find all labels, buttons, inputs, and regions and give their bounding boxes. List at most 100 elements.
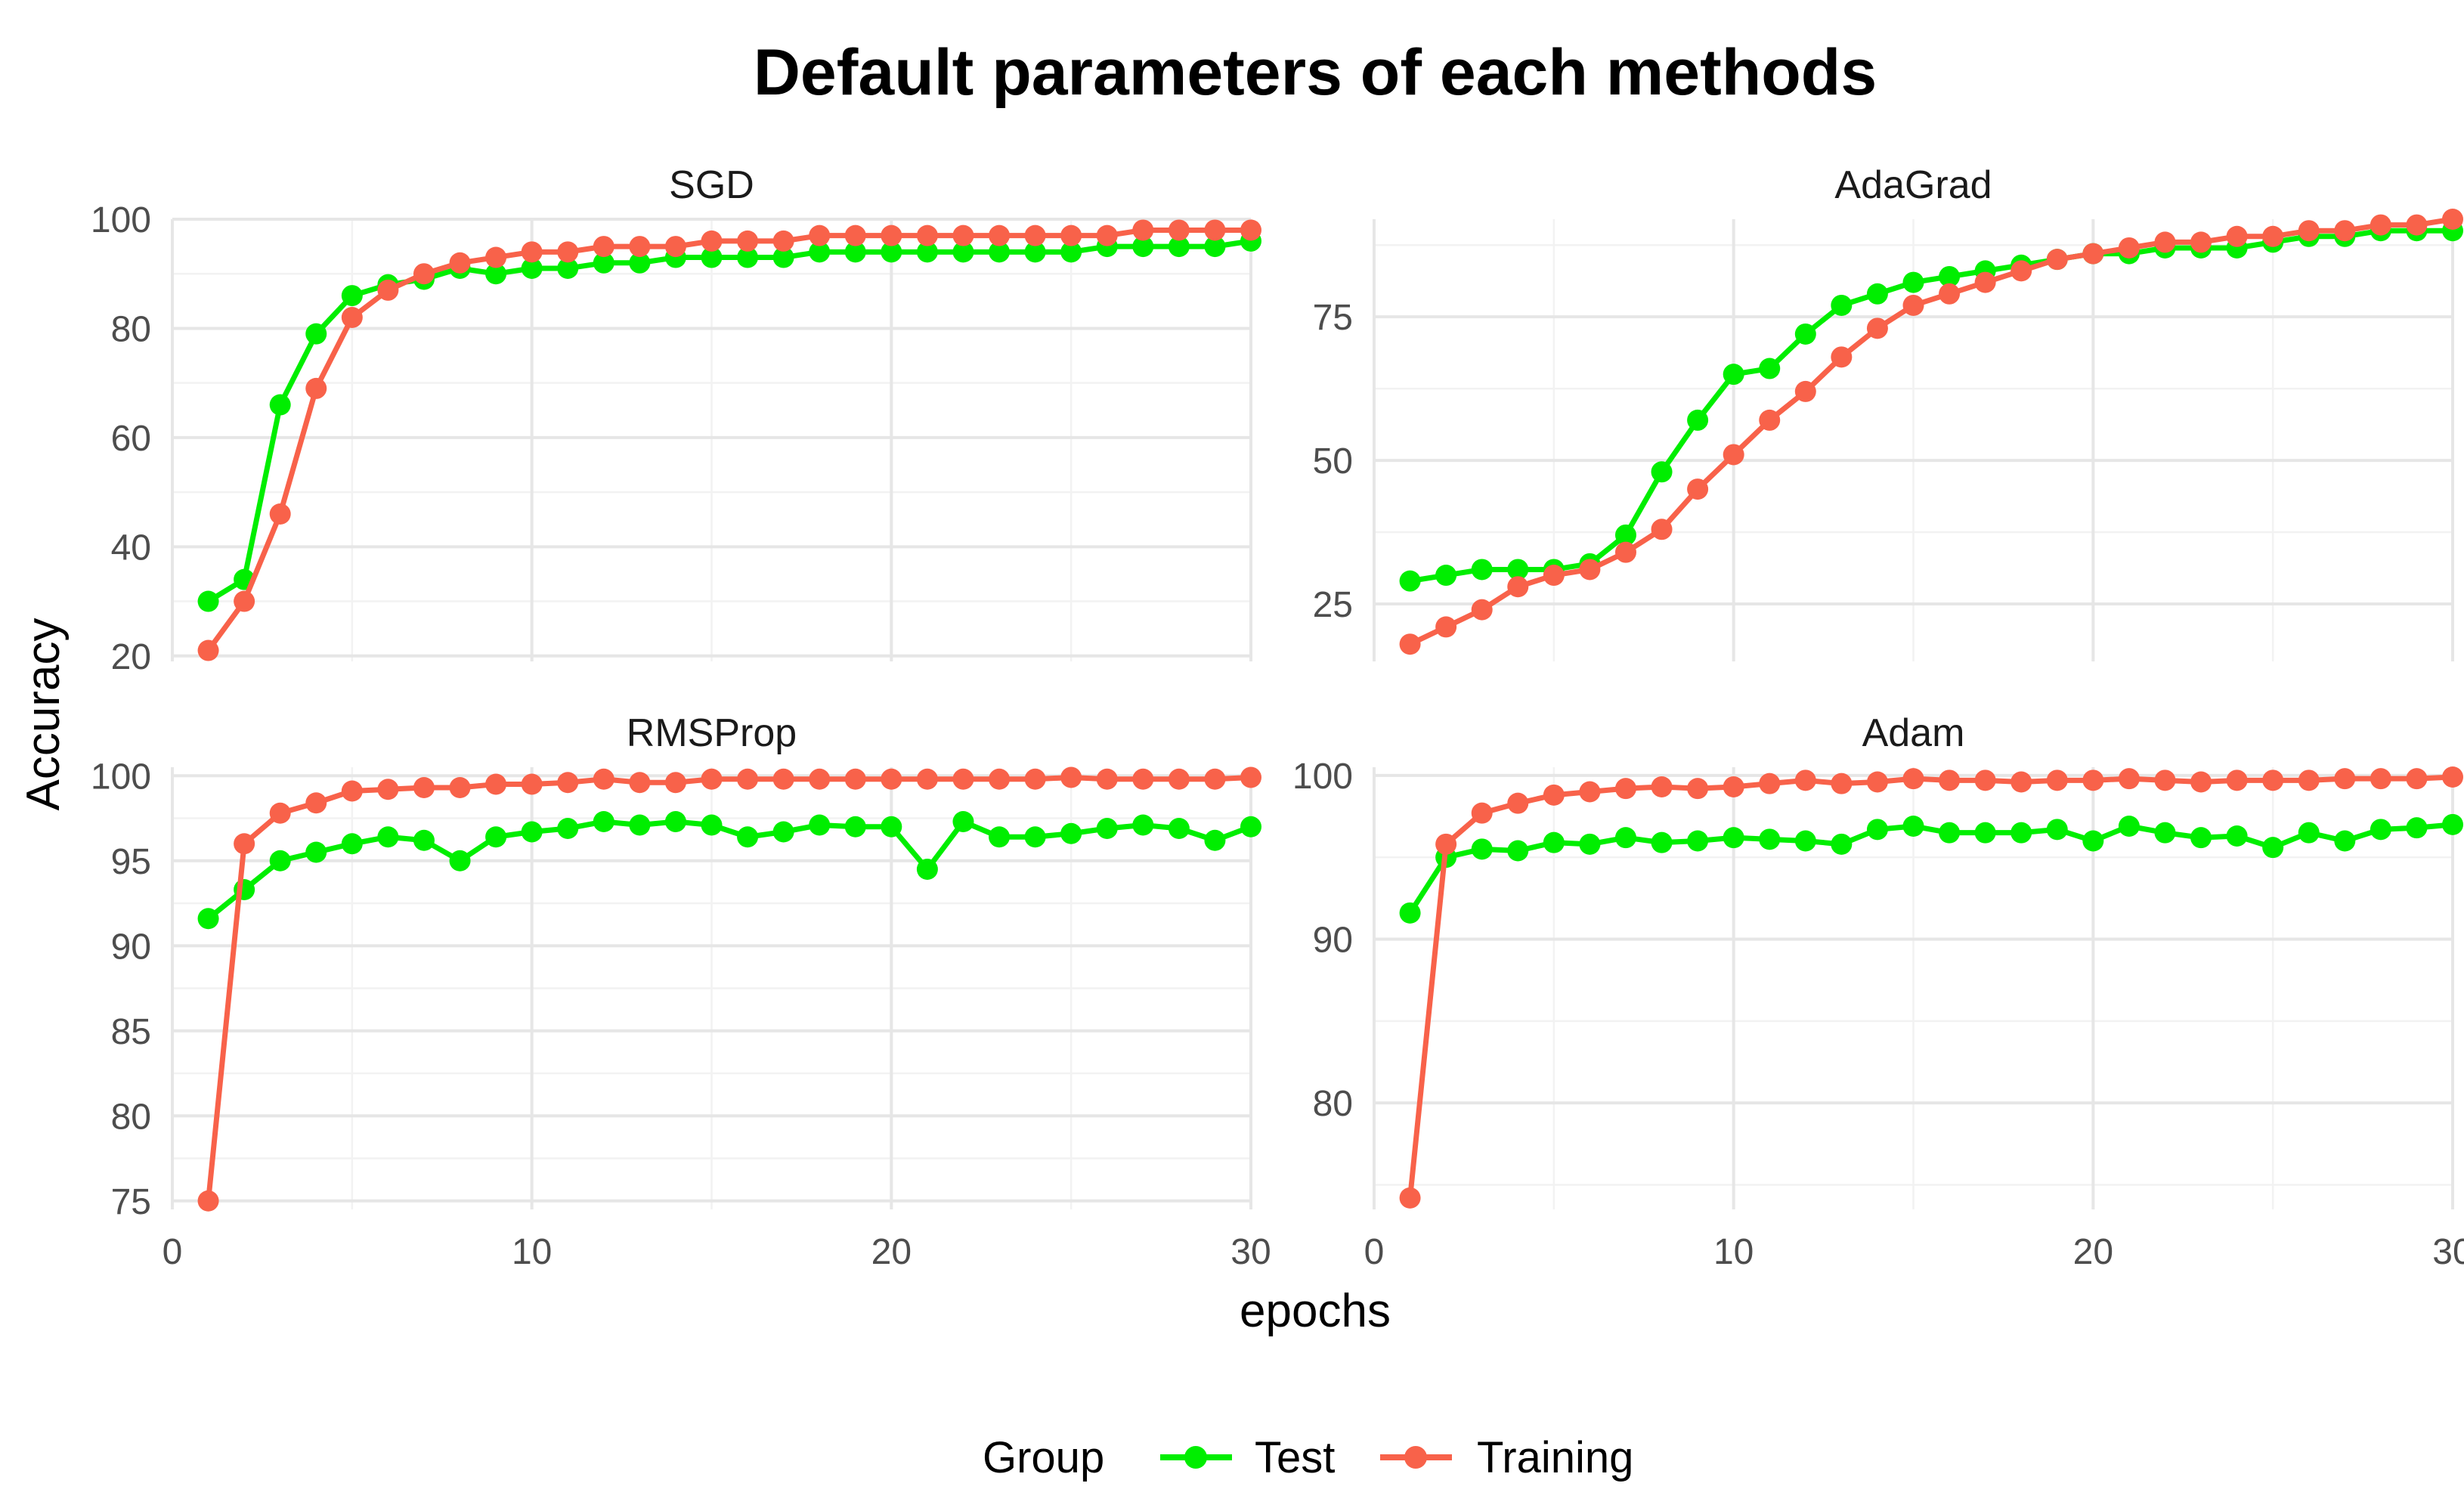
data-point-adagrad-test — [1866, 283, 1888, 305]
y-tick-label: 40 — [111, 528, 151, 568]
data-point-rmsprop-test — [377, 826, 399, 848]
y-tick-label: 20 — [111, 637, 151, 677]
data-point-rmsprop-test — [305, 841, 327, 863]
data-point-rmsprop-test — [952, 811, 974, 832]
data-point-rmsprop-test — [701, 814, 723, 836]
data-point-rmsprop-test — [269, 850, 291, 872]
data-point-sgd-training — [701, 230, 723, 252]
data-point-adagrad-test — [1687, 409, 1709, 431]
data-point-sgd-training — [1096, 224, 1118, 246]
data-point-adam-test — [2226, 825, 2248, 847]
data-point-rmsprop-training — [989, 768, 1011, 790]
data-point-adagrad-test — [1507, 559, 1529, 581]
data-point-sgd-training — [664, 236, 686, 258]
x-tick-label: 10 — [1713, 1232, 1754, 1272]
data-point-rmsprop-test — [1240, 816, 1261, 838]
data-point-sgd-test — [809, 241, 831, 263]
data-point-adagrad-training — [2334, 220, 2356, 242]
data-point-adagrad-training — [1794, 380, 1816, 402]
data-point-adam-test — [1471, 838, 1493, 860]
data-point-sgd-training — [772, 230, 794, 252]
data-point-rmsprop-test — [881, 816, 902, 838]
data-point-sgd-training — [413, 263, 435, 285]
data-point-rmsprop-training — [701, 768, 723, 790]
data-point-rmsprop-training — [197, 1190, 219, 1212]
data-point-adam-training — [2298, 769, 2320, 791]
data-point-adagrad-training — [1543, 565, 1565, 587]
data-point-rmsprop-training — [772, 768, 794, 790]
data-point-adagrad-training — [2046, 249, 2068, 271]
data-point-adam-test — [2406, 817, 2428, 839]
data-point-rmsprop-training — [485, 773, 507, 795]
y-tick-label: 100 — [91, 757, 151, 797]
series-line-adagrad-test — [1410, 228, 2453, 584]
data-point-adam-training — [1507, 792, 1529, 814]
data-point-sgd-test — [1060, 241, 1082, 263]
data-point-adam-test — [2154, 822, 2176, 844]
data-point-rmsprop-test — [809, 814, 831, 836]
data-point-sgd-test — [1024, 241, 1046, 263]
data-point-sgd-test — [1132, 236, 1154, 258]
data-point-adam-test — [2118, 816, 2140, 837]
data-point-adam-training — [2442, 766, 2463, 788]
data-point-adam-training — [1471, 802, 1493, 824]
data-point-rmsprop-test — [1024, 826, 1046, 848]
data-point-rmsprop-training — [413, 777, 435, 798]
panel-rmsprop: RMSProp 75 80 85 90 95 100 0 10 20 30 — [91, 711, 1271, 1272]
data-point-adagrad-test — [1614, 524, 1636, 546]
data-point-adam-training — [1399, 1187, 1421, 1209]
data-point-rmsprop-test — [521, 821, 543, 843]
data-point-adam-test — [1831, 833, 1853, 855]
y-tick-label: 60 — [111, 419, 151, 459]
data-point-adam-test — [1507, 840, 1529, 862]
data-point-adagrad-training — [1831, 346, 1853, 368]
data-point-adagrad-test — [1651, 461, 1673, 483]
data-point-sgd-training — [844, 224, 866, 246]
panel-title-rmsprop: RMSProp — [627, 711, 797, 755]
data-point-rmsprop-training — [341, 780, 363, 802]
data-point-rmsprop-training — [844, 768, 866, 790]
data-point-adagrad-test — [1759, 358, 1781, 379]
data-point-adagrad-test — [1831, 294, 1853, 316]
data-point-sgd-training — [593, 236, 614, 258]
panel-title-sgd: SGD — [669, 163, 754, 207]
data-point-adagrad-test — [1939, 265, 1961, 287]
data-point-sgd-test — [629, 252, 651, 274]
x-tick-label: 0 — [1364, 1232, 1385, 1272]
data-point-sgd-training — [269, 503, 291, 525]
data-point-adagrad-training — [2442, 209, 2463, 230]
data-point-adagrad-training — [2011, 260, 2032, 282]
data-point-rmsprop-training — [593, 768, 614, 790]
data-point-adam-training — [2190, 771, 2212, 793]
data-point-rmsprop-test — [737, 826, 759, 848]
data-point-sgd-test — [844, 241, 866, 263]
data-point-sgd-test — [772, 246, 794, 268]
data-point-adam-test — [2334, 830, 2356, 852]
data-point-sgd-test — [737, 246, 759, 268]
panel-title-adam: Adam — [1862, 711, 1965, 755]
data-point-adagrad-training — [2298, 220, 2320, 242]
x-tick-label: 10 — [512, 1232, 552, 1272]
data-point-rmsprop-training — [881, 768, 902, 790]
data-point-adam-test — [1902, 816, 1924, 837]
data-point-adagrad-test — [1794, 323, 1816, 345]
x-tick-label: 30 — [2432, 1232, 2464, 1272]
data-point-sgd-test — [269, 394, 291, 416]
data-point-adam-training — [1543, 784, 1565, 806]
data-point-adam-test — [1759, 828, 1781, 850]
data-point-sgd-training — [485, 246, 507, 268]
data-point-adagrad-test — [1902, 271, 1924, 293]
y-tick-label: 25 — [1313, 585, 1353, 625]
data-point-sgd-test — [1168, 236, 1190, 258]
data-point-rmsprop-training — [1240, 766, 1261, 788]
data-point-rmsprop-training — [234, 833, 255, 855]
data-point-adam-test — [2082, 830, 2104, 852]
data-point-sgd-training — [1060, 224, 1082, 246]
x-tick-label: 30 — [1230, 1232, 1271, 1272]
data-point-sgd-training — [305, 377, 327, 399]
data-point-adam-training — [1794, 769, 1816, 791]
data-point-adam-test — [1543, 831, 1565, 853]
series-line-adam-test — [1407, 822, 2453, 915]
data-point-sgd-training — [916, 224, 938, 246]
data-point-sgd-test — [916, 241, 938, 263]
